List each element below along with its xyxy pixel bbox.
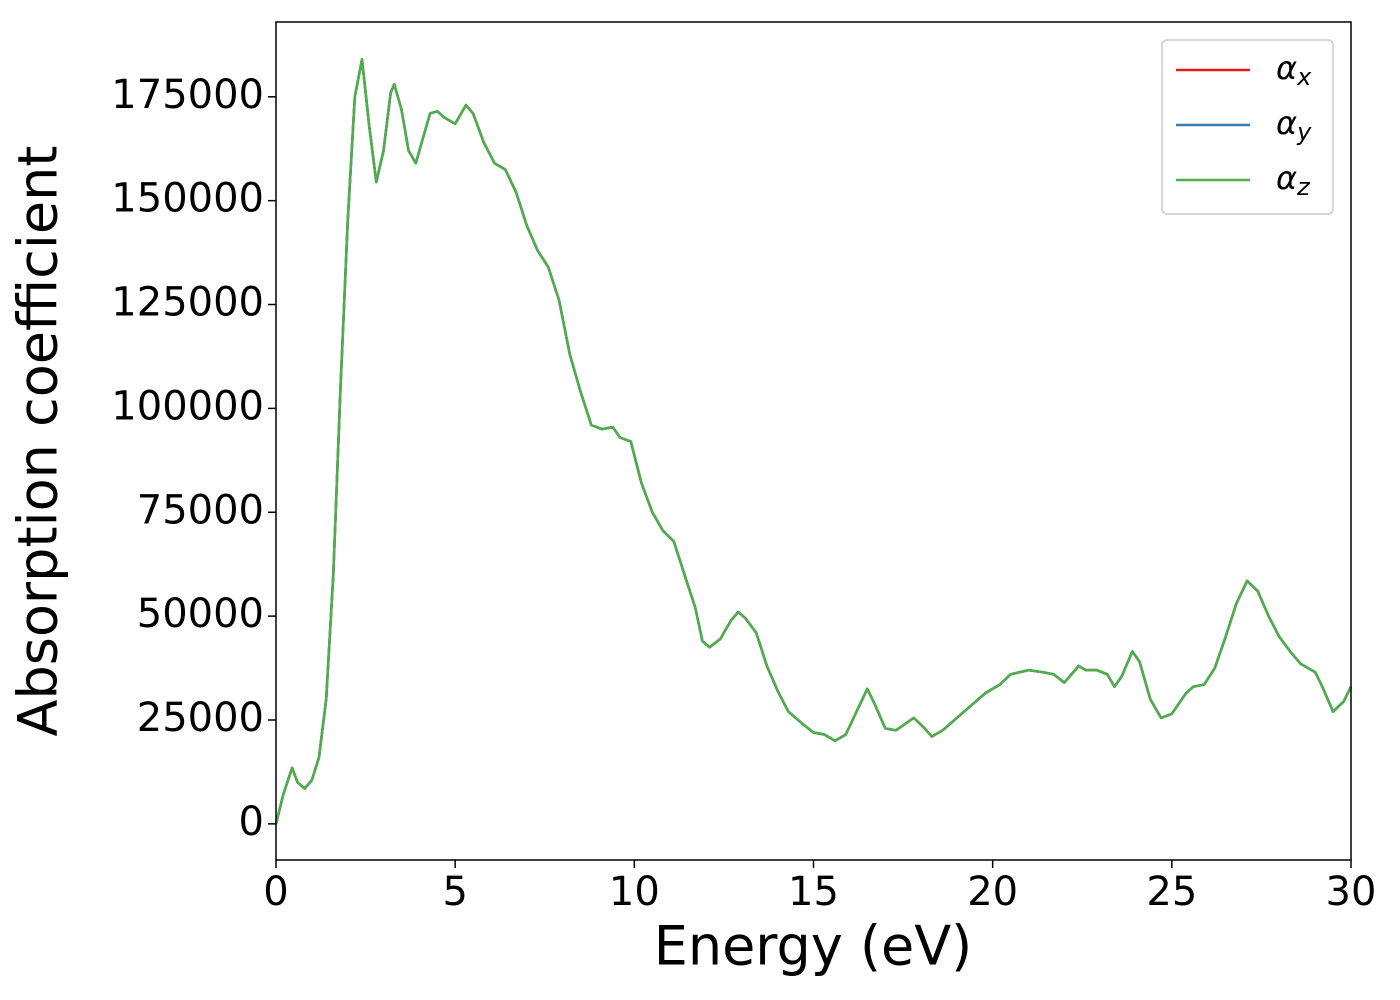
y-tick-label: 150000: [111, 176, 264, 222]
legend-label-main: α: [1276, 104, 1297, 142]
y-tick-label: 0: [239, 799, 264, 845]
x-tick-label: 5: [442, 869, 467, 915]
legend-label-sub: z: [1296, 173, 1311, 201]
legend-label: αz: [1276, 159, 1311, 201]
y-tick-label: 75000: [137, 487, 264, 533]
y-tick-label: 50000: [137, 591, 264, 637]
y-axis-label: Absorption coefficient: [7, 146, 70, 737]
legend-label: αx: [1276, 49, 1312, 91]
legend-label: αy: [1276, 104, 1312, 146]
y-tick-label: 25000: [137, 695, 264, 741]
x-tick-label: 15: [788, 869, 839, 915]
x-tick-label: 30: [1326, 869, 1377, 915]
y-tick-label: 175000: [111, 72, 264, 118]
legend-label-main: α: [1276, 49, 1297, 87]
x-axis-label: Energy (eV): [654, 915, 973, 978]
x-tick-label: 0: [263, 869, 288, 915]
x-tick-label: 20: [967, 869, 1018, 915]
y-tick-label: 125000: [111, 280, 264, 326]
legend-label-sub: y: [1296, 118, 1312, 146]
y-tick-label: 100000: [111, 383, 264, 429]
legend-label-sub: x: [1296, 63, 1312, 91]
legend-label-main: α: [1276, 159, 1297, 197]
line-series: [274, 58, 1353, 825]
legend-box: [1161, 39, 1334, 215]
plot-frame: [275, 21, 1352, 861]
x-tick-label: 10: [609, 869, 660, 915]
x-tick-label: 25: [1146, 869, 1197, 915]
